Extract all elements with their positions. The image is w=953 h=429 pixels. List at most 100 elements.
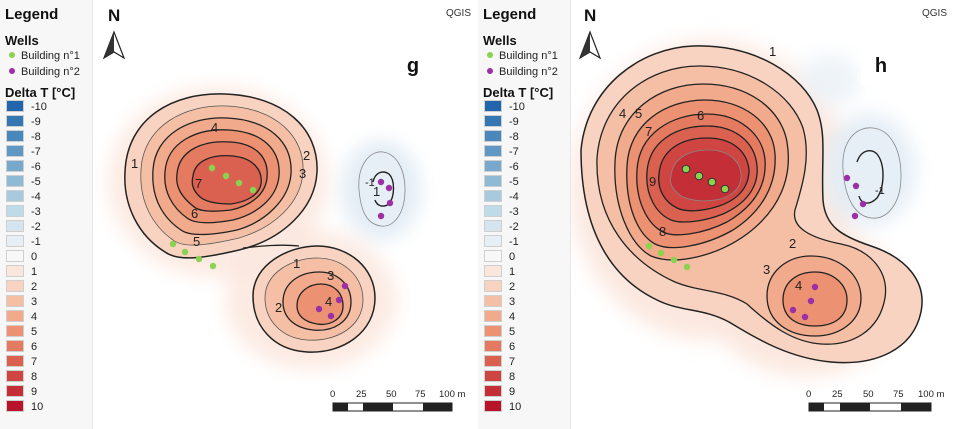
- ramp-item: -9: [484, 115, 519, 131]
- well-marker: [386, 199, 394, 207]
- ramp-item: -4: [6, 190, 41, 206]
- ramp-item: 1: [6, 265, 37, 281]
- contour-label: 1: [293, 256, 300, 271]
- ramp-swatch: [6, 280, 24, 293]
- scale-label: 50: [386, 389, 397, 400]
- ramp-item: -8: [484, 130, 519, 146]
- contour-map-svg: 1 2 3 4 5 6 7 8 9 4 -1: [571, 0, 953, 429]
- contour-label: -1: [365, 177, 375, 189]
- ramp-item: -5: [6, 175, 41, 191]
- well-marker: [341, 282, 349, 290]
- ramp-swatch: [484, 235, 502, 248]
- legend: Legend Wells Building n°1 Building n°2 D…: [0, 0, 93, 429]
- well-marker: [851, 212, 859, 220]
- north-arrow-icon: [102, 30, 126, 60]
- delta-t-title: Delta T [°C]: [5, 85, 76, 100]
- ramp-item: -1: [484, 235, 519, 251]
- well-marker: [807, 297, 815, 305]
- north-arrow-icon: [578, 30, 602, 60]
- contour-label: 3: [763, 262, 770, 277]
- well-marker: [169, 240, 177, 248]
- well-marker: [852, 182, 860, 190]
- contour-label: 3: [327, 268, 334, 283]
- delta-t-title: Delta T [°C]: [483, 85, 554, 100]
- ramp-swatch: [6, 205, 24, 218]
- ramp-item: 10: [484, 400, 521, 416]
- contour-label: 2: [275, 300, 282, 315]
- well-marker: [195, 255, 203, 263]
- ramp-item: 0: [6, 250, 37, 266]
- well-marker: [859, 200, 867, 208]
- well-legend-building-2: Building n°2: [487, 66, 558, 78]
- scale-bar: 0 25 50 75 100 m: [330, 389, 465, 412]
- well-marker: [208, 164, 216, 172]
- ramp-item: -6: [484, 160, 519, 176]
- ramp-item: -4: [484, 190, 519, 206]
- contour-label: 4: [211, 120, 218, 135]
- ramp-swatch: [484, 205, 502, 218]
- scale-label: 0: [806, 389, 811, 400]
- contour-label: 9: [649, 174, 656, 189]
- contour-label: 7: [195, 176, 202, 191]
- contour-label: 1: [373, 184, 380, 199]
- contour-label: 5: [635, 106, 642, 121]
- ramp-item: -3: [6, 205, 41, 221]
- ramp-swatch: [6, 220, 24, 233]
- wells-title: Wells: [5, 33, 39, 48]
- ramp-swatch: [6, 295, 24, 308]
- well-marker: [209, 262, 217, 270]
- qgis-watermark: QGIS: [922, 8, 948, 19]
- ramp-item: -2: [484, 220, 519, 236]
- contour-label: 1: [131, 156, 138, 171]
- ramp-swatch: [6, 310, 24, 323]
- ramp-swatch: [6, 325, 24, 338]
- contour-label: 4: [795, 278, 802, 293]
- ramp-item: 5: [484, 325, 515, 341]
- contour-label: 4: [325, 294, 332, 309]
- well-marker: [670, 256, 678, 264]
- ramp-item: 9: [484, 385, 515, 401]
- well-legend-building-1: Building n°1: [487, 50, 558, 62]
- map-panel-g: Legend Wells Building n°1 Building n°2 D…: [0, 0, 472, 429]
- well-marker: [222, 172, 230, 180]
- ramp-swatch: [484, 355, 502, 368]
- scale-label: 100 m: [439, 389, 465, 400]
- legend: Legend Wells Building n°1 Building n°2 D…: [478, 0, 571, 429]
- warm-plume-north: [124, 93, 318, 259]
- ramp-item: 3: [484, 295, 515, 311]
- wells-building-1: [645, 164, 730, 271]
- well-marker: [235, 179, 243, 187]
- contour-line: [670, 149, 742, 202]
- well-marker: [843, 174, 851, 182]
- ramp-swatch: [484, 160, 502, 173]
- ramp-item: 7: [484, 355, 515, 371]
- well-legend-building-1: Building n°1: [9, 50, 80, 62]
- contour-labels: 1 2 3 4 5 6 7 1 1 2 3 4 -1: [131, 120, 380, 315]
- contour-labels: 1 2 3 4 5 6 7 8 9 4 -1: [619, 44, 885, 293]
- ramp-swatch: [6, 145, 24, 158]
- well-marker: [789, 306, 797, 314]
- ramp-swatch: [484, 310, 502, 323]
- ramp-item: -7: [6, 145, 41, 161]
- ramp-swatch: [484, 385, 502, 398]
- ramp-swatch: [6, 175, 24, 188]
- well-marker: [315, 305, 323, 313]
- well-legend-building-2: Building n°2: [9, 66, 80, 78]
- ramp-swatch: [484, 250, 502, 263]
- ramp-swatch: [484, 145, 502, 158]
- well-dot-icon: [9, 52, 15, 59]
- ramp-swatch: [6, 370, 24, 383]
- contour-label: 8: [659, 224, 666, 239]
- contour-label: 5: [193, 234, 200, 249]
- ramp-item: 5: [6, 325, 37, 341]
- contour-label: 2: [789, 236, 796, 251]
- ramp-item: 9: [6, 385, 37, 401]
- ramp-item: 2: [484, 280, 515, 296]
- contour-map-svg: 1 2 3 4 5 6 7 1 1 2 3 4 -1: [93, 0, 472, 429]
- ramp-item: 4: [6, 310, 37, 326]
- ramp-item: 3: [6, 295, 37, 311]
- well-marker: [683, 263, 691, 271]
- well-marker: [385, 184, 393, 192]
- ramp-item: 0: [484, 250, 515, 266]
- ramp-item: 1: [484, 265, 515, 281]
